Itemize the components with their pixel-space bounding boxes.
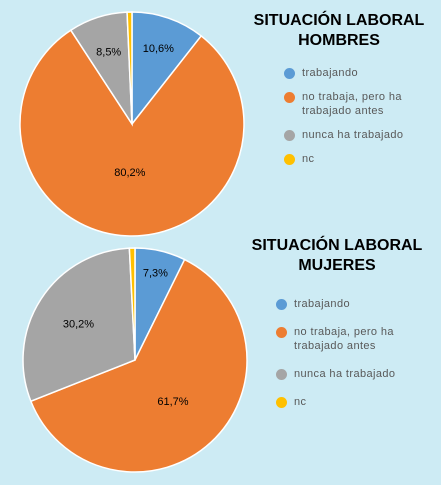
legend-label: nc	[294, 396, 307, 408]
legend-item-nc: nc	[284, 152, 434, 166]
pie-data-label-0-2: 8,5%	[96, 46, 121, 58]
legend-item-no-trabaja: no trabaja, pero ha trabajado antes	[284, 90, 434, 118]
legend-label: nc	[302, 153, 315, 165]
legend-item-nunca: nunca ha trabajado	[276, 367, 434, 381]
pie-slice-0-1	[19, 29, 245, 237]
pie-slice-0-0	[131, 11, 203, 127]
legend-label: nunca ha trabajado	[302, 129, 404, 141]
legend-item-trabajando: trabajando	[276, 297, 434, 311]
legend-swatch-no-trabaja	[284, 92, 295, 103]
pie-slice-1-3	[128, 247, 136, 361]
legend-swatch-trabajando	[284, 68, 295, 79]
pie-data-label-1-1: 61,7%	[157, 396, 188, 408]
legend-swatch-nc	[276, 397, 287, 408]
legend-label: no trabaja, pero ha trabajado antes	[294, 326, 394, 352]
chart-title-hombres: SITUACIÓN LABORAL HOMBRES	[253, 12, 425, 49]
legend-swatch-nunca	[276, 369, 287, 380]
legend-label: trabajando	[294, 298, 350, 310]
legend-item-nunca: nunca ha trabajado	[284, 128, 434, 142]
legend-swatch-nc	[284, 154, 295, 165]
legend-item-nc: nc	[276, 395, 434, 409]
legend-label: trabajando	[302, 67, 358, 79]
legend-item-trabajando: trabajando	[284, 66, 434, 80]
pie-slice-1-2	[22, 247, 136, 403]
pie-data-label-0-0: 10,6%	[143, 43, 174, 55]
legend-item-no-trabaja: no trabaja, pero ha trabajado antes	[276, 325, 434, 353]
legend-mujeres: trabajando no trabaja, pero ha trabajado…	[276, 297, 434, 423]
pie-data-label-0-1: 80,2%	[114, 167, 145, 179]
pie-data-label-1-0: 7,3%	[143, 268, 168, 280]
pie-slice-0-3	[126, 11, 133, 125]
chart-title-mujeres: SITUACIÓN LABORAL MUJERES	[251, 237, 423, 274]
legend-label: no trabaja, pero ha trabajado antes	[302, 91, 402, 117]
pie-data-label-1-2: 30,2%	[63, 319, 94, 331]
legend-label: nunca ha trabajado	[294, 368, 396, 380]
legend-swatch-nunca	[284, 130, 295, 141]
pie-slice-1-1	[29, 258, 248, 473]
legend-hombres: trabajando no trabaja, pero ha trabajado…	[284, 66, 434, 176]
legend-swatch-no-trabaja	[276, 327, 287, 338]
legend-swatch-trabajando	[276, 299, 287, 310]
